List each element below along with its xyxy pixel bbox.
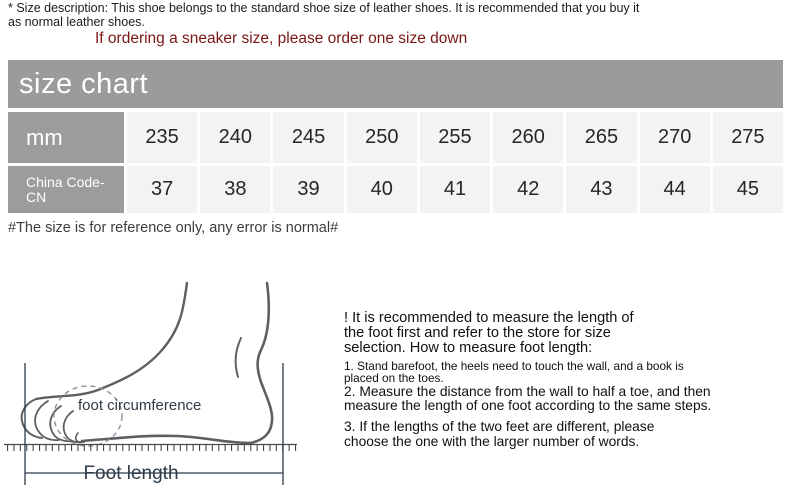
mm-value-cell: 250 [346, 112, 417, 163]
reference-note: #The size is for reference only, any err… [8, 220, 339, 236]
cn-size-cell: 38 [200, 166, 271, 213]
cn-size-cell: 39 [273, 166, 344, 213]
circumference-circle [53, 385, 123, 447]
size-chart-title: size chart [19, 67, 149, 100]
cn-size-cell: 42 [493, 166, 564, 213]
toe-curl [75, 432, 85, 443]
size-chart-title-bar: size chart [8, 60, 783, 108]
size-description-line2: as normal leather shoes. [8, 14, 145, 29]
ruler [4, 443, 297, 451]
intro-line: ! It is recommended to measure the lengt… [344, 310, 634, 326]
mm-value-cell: 260 [493, 112, 564, 163]
mm-value-cell: 235 [127, 112, 198, 163]
step-line: placed on the toes. [344, 371, 444, 386]
mm-value-cell: 275 [712, 112, 783, 163]
cn-size-cell: 44 [639, 166, 710, 213]
measuring-instructions: ! It is recommended to measure the lengt… [344, 311, 784, 449]
instruction-step-1: 1. Stand barefoot, the heels need to tou… [344, 358, 784, 386]
ankle-line [234, 337, 242, 378]
row-header-china-code: China Code-CN [8, 166, 124, 213]
foot-instep-line [34, 281, 189, 401]
step-line: choose the one with the larger number of… [344, 433, 640, 449]
step-line: 1. Stand barefoot, the heels need to tou… [344, 358, 684, 373]
mm-value-cell: 255 [419, 112, 491, 163]
mm-value-cell: 270 [639, 112, 710, 163]
sneaker-size-warning: If ordering a sneaker size, please order… [95, 30, 468, 47]
foot-heel-sole-line [80, 281, 274, 445]
size-table: mm 235 240 245 250 255 260 265 270 275 C… [8, 112, 783, 213]
size-description: * Size description: This shoe belongs to… [8, 1, 640, 29]
mm-value-cell: 240 [200, 112, 271, 163]
foot-length-label: Foot length [83, 463, 178, 484]
big-toe-line [20, 398, 43, 439]
foot-outline [20, 281, 274, 445]
foot-measurement-diagram: foot circumference Foot length [4, 281, 297, 485]
mm-value-cell: 245 [273, 112, 344, 163]
toe-arc [62, 410, 85, 444]
foot-length-measure [24, 363, 284, 485]
step-line: 3. If the lengths of the two feet are di… [344, 419, 655, 435]
step-line: measure the length of one foot according… [344, 398, 712, 414]
instruction-step-3: 3. If the lengths of the two feet are di… [344, 420, 784, 449]
cn-size-cell: 37 [127, 166, 198, 213]
foot-circumference-label: foot circumference [78, 397, 201, 414]
cn-size-cell: 45 [712, 166, 783, 213]
cn-size-cell: 40 [346, 166, 417, 213]
intro-line: selection. How to measure foot length: [344, 339, 593, 356]
cn-size-cell: 43 [566, 166, 637, 213]
cn-size-cell: 41 [419, 166, 491, 213]
row-header-mm: mm [8, 112, 124, 163]
intro-line: the foot first and refer to the store fo… [344, 324, 611, 341]
instruction-step-2: 2. Measure the distance from the wall to… [344, 385, 784, 413]
toe-arc [49, 405, 73, 443]
step-line: 2. Measure the distance from the wall to… [344, 384, 711, 400]
instructions-intro: ! It is recommended to measure the lengt… [344, 311, 784, 356]
size-description-line1: * Size description: This shoe belongs to… [8, 1, 640, 15]
toe-arc [34, 400, 60, 442]
mm-value-cell: 265 [566, 112, 637, 163]
